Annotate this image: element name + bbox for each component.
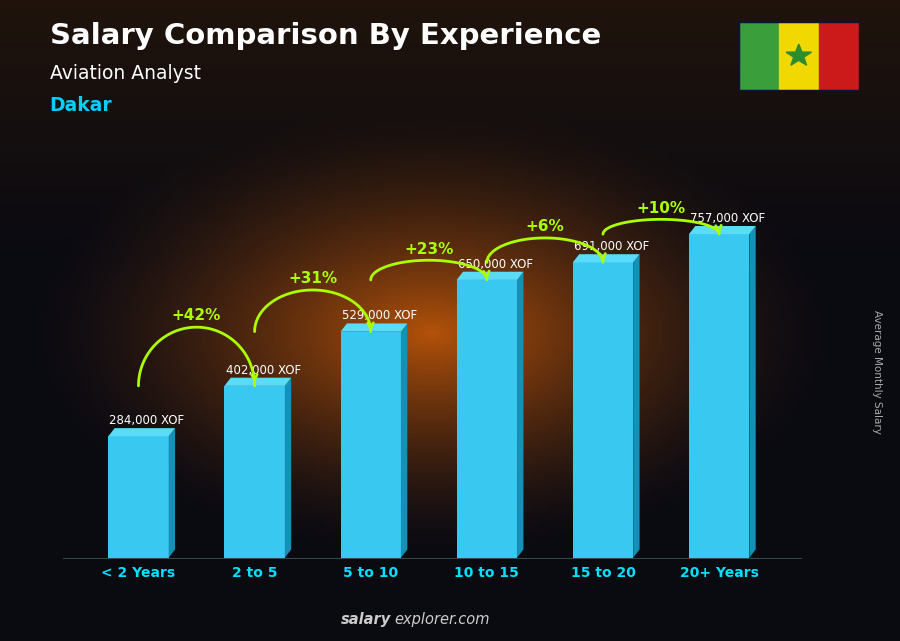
Text: +6%: +6% xyxy=(526,219,564,234)
Polygon shape xyxy=(572,262,634,558)
Text: 757,000 XOF: 757,000 XOF xyxy=(690,212,765,225)
Polygon shape xyxy=(518,272,524,558)
Polygon shape xyxy=(786,44,812,65)
Polygon shape xyxy=(456,280,518,558)
Polygon shape xyxy=(634,254,640,558)
Text: 529,000 XOF: 529,000 XOF xyxy=(342,310,417,322)
Text: Average Monthly Salary: Average Monthly Salary xyxy=(872,310,883,434)
Text: Salary Comparison By Experience: Salary Comparison By Experience xyxy=(50,22,601,51)
Polygon shape xyxy=(224,386,284,558)
Polygon shape xyxy=(168,428,176,558)
Text: +42%: +42% xyxy=(172,308,221,324)
Text: +23%: +23% xyxy=(404,242,454,256)
Text: +31%: +31% xyxy=(288,271,338,287)
Polygon shape xyxy=(340,324,408,331)
Bar xyxy=(778,21,819,91)
Polygon shape xyxy=(224,378,292,386)
Text: Dakar: Dakar xyxy=(50,96,112,115)
Text: explorer.com: explorer.com xyxy=(394,612,490,627)
Bar xyxy=(819,21,859,91)
Polygon shape xyxy=(572,254,640,262)
Text: 284,000 XOF: 284,000 XOF xyxy=(110,414,184,427)
Polygon shape xyxy=(750,226,756,558)
Text: 691,000 XOF: 691,000 XOF xyxy=(574,240,649,253)
Text: Aviation Analyst: Aviation Analyst xyxy=(50,64,201,83)
Polygon shape xyxy=(400,324,408,558)
Text: +10%: +10% xyxy=(636,201,686,215)
Polygon shape xyxy=(108,428,176,437)
Polygon shape xyxy=(284,378,292,558)
Polygon shape xyxy=(340,331,400,558)
Polygon shape xyxy=(688,234,750,558)
Polygon shape xyxy=(456,272,524,280)
Text: 650,000 XOF: 650,000 XOF xyxy=(458,258,533,271)
Text: 402,000 XOF: 402,000 XOF xyxy=(226,363,301,376)
Polygon shape xyxy=(108,437,168,558)
Polygon shape xyxy=(688,226,756,234)
Bar xyxy=(738,21,778,91)
Text: salary: salary xyxy=(341,612,392,627)
